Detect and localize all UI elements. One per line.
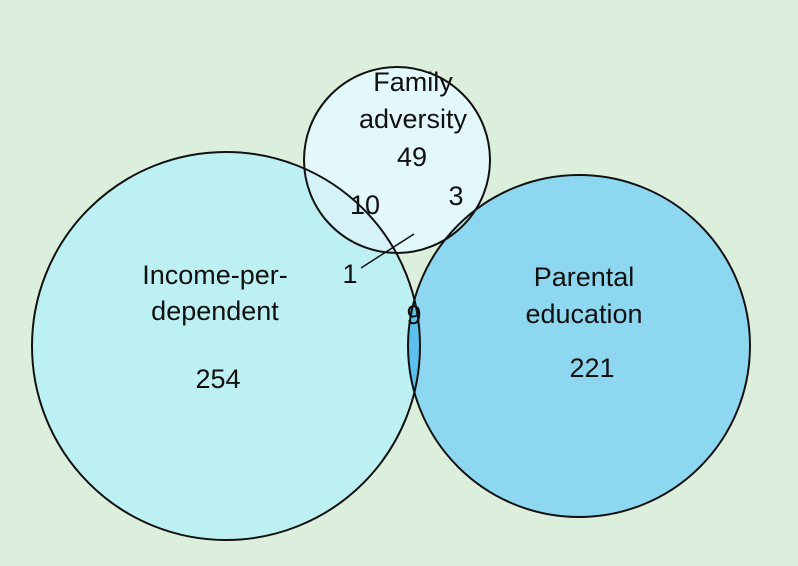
income-only-value: 254	[195, 364, 240, 394]
income-label-line1: Income-per-	[142, 260, 288, 290]
parental-circle	[408, 175, 750, 517]
family-parental-value: 3	[448, 181, 463, 211]
income-parental-value: 9	[406, 300, 421, 330]
parental-label-line2: education	[525, 299, 642, 329]
income-label-line2: dependent	[151, 296, 279, 326]
family-label-line1: Family	[373, 67, 453, 97]
center-leader-line	[360, 233, 415, 269]
parental-label-line1: Parental	[534, 262, 635, 292]
income-outline	[31, 151, 421, 541]
family-income-value: 10	[350, 190, 380, 220]
parental-only-value: 221	[569, 353, 614, 383]
family-label-line2: adversity	[359, 104, 468, 134]
family-only-value: 49	[397, 142, 427, 172]
all-three-value: 1	[342, 259, 357, 289]
income-circle	[32, 152, 420, 540]
family-outline	[303, 66, 491, 254]
parental-outline	[407, 174, 751, 518]
